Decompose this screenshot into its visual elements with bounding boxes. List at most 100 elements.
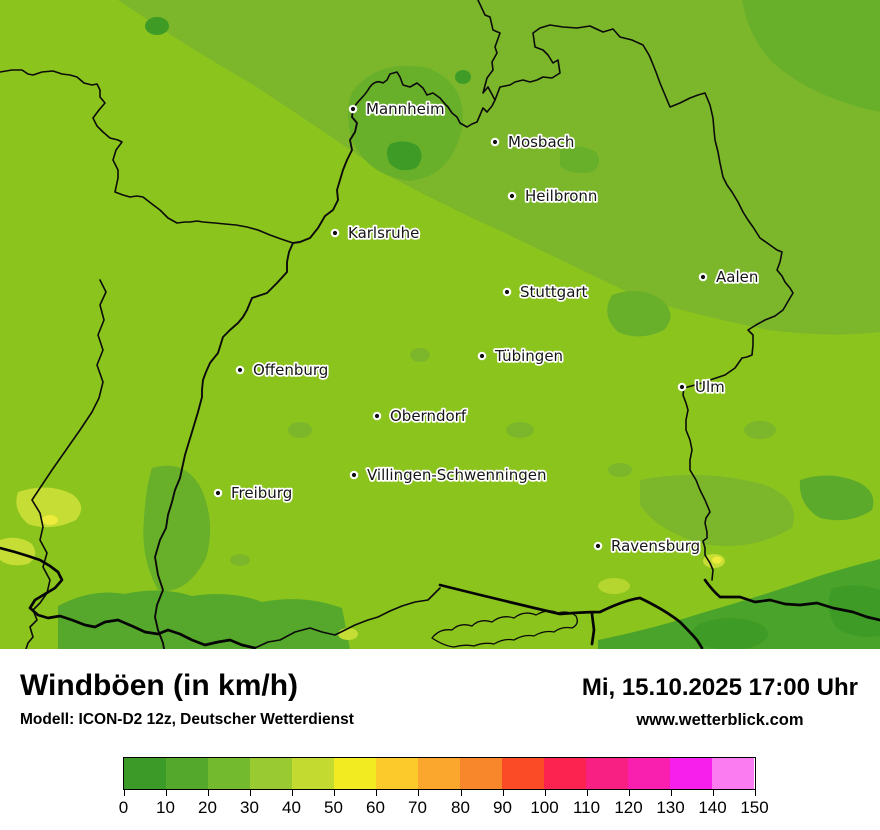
city-label: Freiburg	[231, 484, 292, 502]
city-label: Karlsruhe	[348, 224, 419, 242]
legend-color-cell	[460, 758, 503, 789]
legend-tick-mark	[165, 790, 167, 796]
legend-tick-label: 110	[572, 798, 601, 817]
legend-color-cell	[670, 758, 713, 789]
page-title: Windböen (in km/h)	[20, 669, 299, 702]
city-dot	[477, 351, 487, 361]
border-north-loop	[352, 0, 501, 128]
city-marker-villingen-schwenningen: Villingen-Schwenningen	[349, 464, 548, 486]
city-label: Offenburg	[253, 361, 328, 379]
city-dot	[593, 541, 603, 551]
legend-tick-label: 80	[451, 798, 470, 817]
border-rhine-west	[154, 108, 358, 649]
legend-tick-mark	[333, 790, 335, 796]
city-label: Ravensburg	[611, 537, 700, 555]
map-footer: Windböen (in km/h) Modell: ICON-D2 12z, …	[0, 670, 880, 818]
legend-color-scale	[122, 757, 756, 790]
legend-color-cell	[165, 758, 208, 789]
legend-tick-mark	[249, 790, 251, 796]
legend-color-cell	[291, 758, 334, 789]
wind-speed-legend: 0 10 20 30 40 50 60 70 80 90 100 110 120 130 140 150	[119, 757, 769, 818]
legend-tick-label: 150	[740, 798, 769, 817]
legend-tick-mark	[207, 790, 209, 796]
legend-tick-label: 30	[240, 798, 259, 817]
legend-tick-label: 90	[493, 798, 512, 817]
city-marker-aalen: Aalen	[698, 266, 760, 288]
border-france-inner	[0, 69, 294, 244]
city-marker-tuebingen: Tübingen	[477, 345, 565, 367]
city-dot	[677, 382, 687, 392]
legend-tick-mark	[754, 790, 756, 796]
legend-color-cell	[712, 758, 755, 789]
legend-tick-label: 0	[118, 798, 129, 817]
legend-tick-mark	[712, 790, 714, 796]
city-marker-mannheim: Mannheim	[348, 98, 446, 120]
legend-color-cell	[333, 758, 376, 789]
city-dot	[330, 228, 340, 238]
border-austria-east	[703, 578, 880, 622]
city-marker-heilbronn: Heilbronn	[507, 185, 599, 207]
legend-color-cell	[417, 758, 460, 789]
map-borders	[0, 0, 880, 649]
legend-tick-labels: 0 10 20 30 40 50 60 70 80 90 100 110 120 130 140 150	[119, 796, 769, 818]
city-label: Stuttgart	[520, 283, 588, 301]
legend-color-cell	[249, 758, 292, 789]
city-label: Tübingen	[494, 347, 563, 365]
city-marker-stuttgart: Stuttgart	[502, 281, 589, 303]
city-marker-karlsruhe: Karlsruhe	[330, 222, 421, 244]
legend-tick-label: 100	[530, 798, 559, 817]
city-marker-ulm: Ulm	[677, 376, 726, 398]
city-label: Oberndorf	[390, 407, 467, 425]
legend-tick-label: 60	[366, 798, 385, 817]
wind-gust-map: Mannheim Mosbach Heilbronn Karlsruhe Stu…	[0, 0, 880, 649]
border-switzerland	[0, 546, 257, 649]
legend-tick-mark	[670, 790, 672, 796]
city-label: Ulm	[695, 378, 725, 396]
city-marker-offenburg: Offenburg	[235, 359, 330, 381]
city-marker-oberndorf: Oberndorf	[372, 405, 469, 427]
city-label: Aalen	[716, 268, 758, 286]
model-info: Modell: ICON-D2 12z, Deutscher Wetterdie…	[20, 710, 354, 728]
city-dot	[372, 411, 382, 421]
website-url: www.wetterblick.com	[636, 711, 804, 729]
legend-tick-mark	[375, 790, 377, 796]
legend-tick-label: 130	[656, 798, 685, 817]
city-dot	[349, 470, 359, 480]
legend-tick-label: 40	[282, 798, 301, 817]
city-dot	[502, 287, 512, 297]
lake-bodensee-outline	[431, 610, 578, 648]
legend-tick-label: 50	[324, 798, 343, 817]
city-dot	[235, 365, 245, 375]
legend-tick-label: 140	[698, 798, 727, 817]
city-marker-mosbach: Mosbach	[490, 131, 576, 153]
city-dot	[698, 272, 708, 282]
legend-tick-label: 10	[156, 798, 175, 817]
legend-tick-mark	[544, 790, 546, 796]
border-austria-spur	[590, 612, 596, 646]
legend-tick-mark	[586, 790, 588, 796]
legend-color-cell	[544, 758, 587, 789]
legend-tick-mark	[502, 790, 504, 796]
legend-tick-marks	[123, 790, 756, 796]
city-dot	[490, 137, 500, 147]
city-dot	[507, 191, 517, 201]
forecast-datetime: Mi, 15.10.2025 17:00 Uhr	[581, 674, 858, 701]
city-label: Mannheim	[366, 100, 445, 118]
legend-tick-mark	[291, 790, 293, 796]
legend-color-cell	[502, 758, 545, 789]
legend-color-cell	[207, 758, 250, 789]
city-label: Mosbach	[508, 133, 574, 151]
legend-color-cell	[628, 758, 671, 789]
city-label: Heilbronn	[525, 187, 597, 205]
legend-tick-mark	[123, 790, 125, 796]
border-austria-west	[438, 583, 704, 649]
city-marker-ravensburg: Ravensburg	[593, 535, 702, 557]
city-marker-freiburg: Freiburg	[213, 482, 294, 504]
city-dot	[348, 104, 358, 114]
map-area: Mannheim Mosbach Heilbronn Karlsruhe Stu…	[0, 0, 880, 649]
legend-tick-mark	[628, 790, 630, 796]
border-south-shore	[254, 587, 441, 649]
legend-color-cell	[586, 758, 629, 789]
city-label: Villingen-Schwenningen	[367, 466, 547, 484]
